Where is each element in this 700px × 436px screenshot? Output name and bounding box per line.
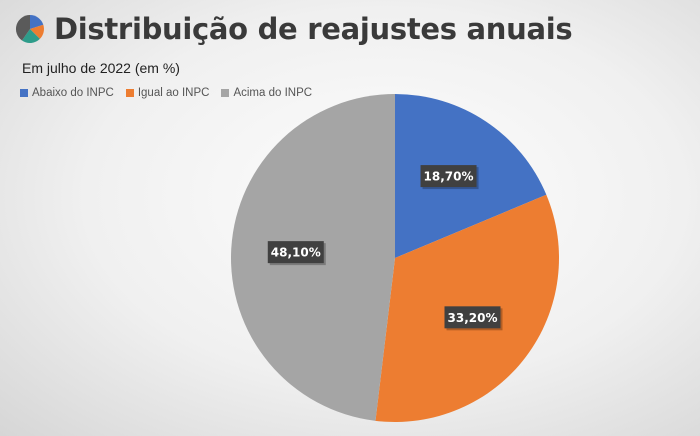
legend-label: Acima do INPC [233, 87, 313, 99]
legend-item-acima: Acima do INPC [221, 87, 312, 99]
legend-item-igual: Igual ao INPC [125, 87, 210, 99]
data-label-text: 18,70% [424, 170, 474, 184]
legend-label: Igual ao INPC [137, 87, 210, 99]
chart-subtitle: Em julho de 2022 (em %) [22, 60, 180, 76]
data-label-igual: 33,20% [444, 306, 503, 331]
legend-swatch [125, 89, 134, 97]
chart-legend: Abaixo do INPC Igual ao INPC Acima do IN… [20, 87, 312, 99]
chart-header: Distribuição de reajustes anuais [14, 12, 573, 46]
legend-swatch [221, 89, 230, 97]
legend-swatch [20, 89, 28, 97]
data-label-text: 33,20% [448, 311, 498, 325]
legend-item-abaixo: Abaixo do INPC [20, 87, 114, 99]
legend-label: Abaixo do INPC [32, 87, 114, 99]
chart-title: Distribuição de reajustes anuais [54, 12, 573, 46]
data-label-text: 48,10% [271, 246, 321, 260]
data-label-acima: 48,10% [267, 241, 326, 266]
pie-chart-icon [15, 14, 44, 44]
data-label-abaixo: 18,70% [420, 165, 479, 190]
